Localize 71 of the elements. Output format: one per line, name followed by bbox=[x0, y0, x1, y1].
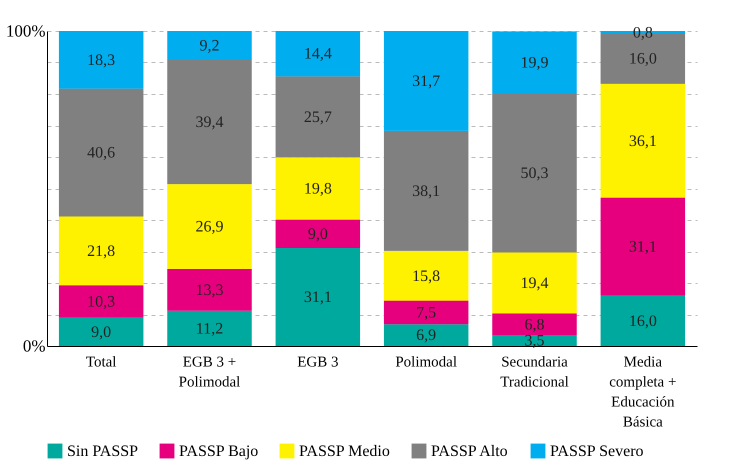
legend-label: Sin PASSP bbox=[67, 443, 138, 460]
data-label: 6,8 bbox=[524, 316, 544, 334]
bar bbox=[384, 130, 468, 251]
data-label: 21,8 bbox=[87, 242, 116, 260]
bar bbox=[58, 285, 144, 318]
data-label: 26,9 bbox=[196, 218, 224, 236]
bar bbox=[492, 252, 577, 314]
bar bbox=[58, 318, 144, 346]
data-label: 36,1 bbox=[628, 132, 657, 150]
data-label: 50,3 bbox=[520, 165, 548, 182]
data-label: 39,4 bbox=[196, 114, 224, 132]
x-tick-label: Polimodal bbox=[395, 354, 458, 370]
data-label: 10,3 bbox=[87, 293, 116, 310]
bar bbox=[276, 157, 360, 220]
data-label: 11,2 bbox=[196, 320, 224, 338]
bar bbox=[384, 31, 468, 131]
data-label: 7,5 bbox=[416, 304, 436, 322]
bar bbox=[58, 216, 144, 286]
data-label: 38,1 bbox=[412, 182, 440, 200]
data-label: 18,3 bbox=[87, 52, 116, 69]
data-label: 31,1 bbox=[304, 289, 332, 306]
data-label: 14,4 bbox=[304, 46, 332, 63]
data-label: 3,5 bbox=[524, 332, 544, 350]
bar bbox=[492, 334, 577, 346]
data-label: 6,9 bbox=[416, 327, 436, 344]
data-label: 16,0 bbox=[628, 50, 657, 68]
data-label: 19,8 bbox=[304, 180, 332, 198]
y-tick-label: 100% bbox=[6, 22, 46, 40]
bar bbox=[384, 300, 468, 324]
bar bbox=[58, 31, 144, 89]
bar bbox=[167, 31, 252, 60]
x-tick-label: Media completa + Educación Básica bbox=[609, 354, 676, 430]
bar bbox=[167, 60, 252, 184]
bar bbox=[276, 31, 360, 76]
bar bbox=[58, 88, 144, 217]
data-label: 40,6 bbox=[87, 144, 116, 162]
legend-label: PASSP Medio bbox=[299, 443, 390, 460]
legend-label: PASSP Alto bbox=[431, 443, 508, 460]
legend-label: PASSP Severo bbox=[550, 443, 644, 460]
bar bbox=[276, 76, 360, 158]
bar bbox=[167, 184, 252, 269]
data-label: 19,9 bbox=[520, 54, 548, 72]
data-label: 31,7 bbox=[412, 72, 440, 90]
bar bbox=[600, 84, 686, 198]
bar bbox=[167, 310, 252, 346]
bar bbox=[492, 314, 577, 335]
data-label: 25,7 bbox=[304, 108, 332, 126]
data-label: 16,0 bbox=[628, 312, 657, 330]
y-tick-label: 0% bbox=[22, 336, 46, 356]
data-label: 9,0 bbox=[91, 324, 112, 341]
data-label: 9,2 bbox=[200, 37, 220, 54]
legend-label: PASSP Bajo bbox=[179, 443, 258, 460]
data-label: 13,3 bbox=[196, 282, 224, 299]
x-tick-label: Total bbox=[86, 354, 116, 370]
bar bbox=[276, 220, 360, 248]
data-label: 9,0 bbox=[308, 226, 328, 243]
bar bbox=[600, 296, 686, 346]
bar bbox=[167, 268, 252, 311]
data-label: 31,1 bbox=[628, 238, 657, 256]
bar bbox=[384, 250, 468, 301]
data-label: 19,4 bbox=[520, 275, 548, 292]
bar bbox=[492, 31, 577, 94]
data-label: 15,8 bbox=[412, 268, 440, 285]
bar bbox=[600, 198, 686, 296]
bar bbox=[492, 94, 577, 252]
x-tick-label: EGB 3 + Polimodal bbox=[178, 354, 240, 390]
x-tick-label: Secundaria Tradicional bbox=[500, 354, 569, 390]
bar bbox=[384, 324, 468, 346]
x-tick-label: EGB 3 bbox=[297, 354, 338, 370]
data-label: 0,8 bbox=[632, 24, 653, 42]
bar bbox=[276, 248, 360, 346]
